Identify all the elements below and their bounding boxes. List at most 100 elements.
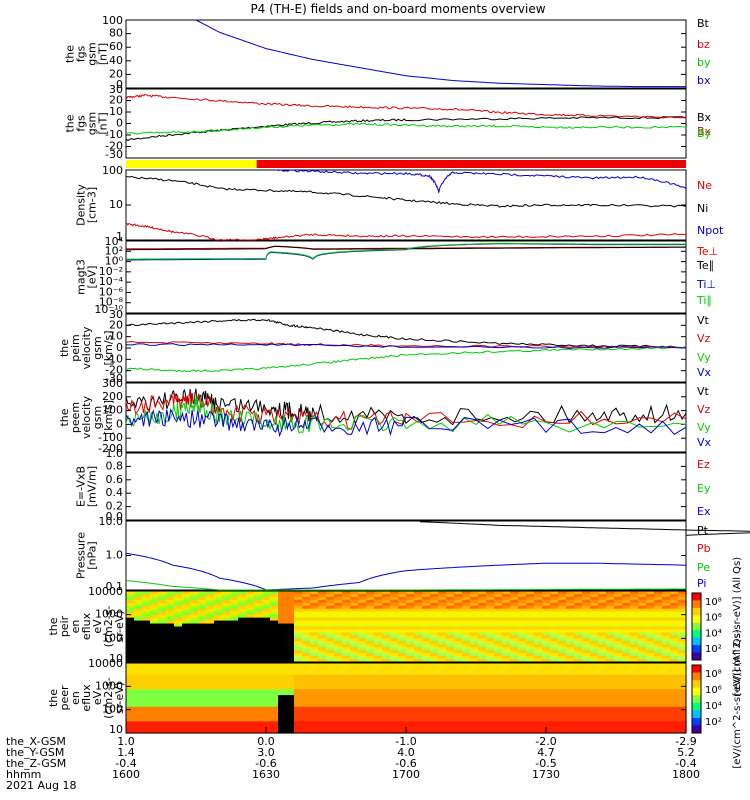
- spectrogram-cell: [462, 653, 471, 657]
- spectrogram-cell: [590, 599, 599, 604]
- spectrogram-cell: [350, 665, 359, 670]
- spectrogram-cell: [598, 620, 607, 625]
- spectrogram-cell: [214, 659, 223, 663]
- spectrogram-cell: [390, 668, 399, 673]
- spectrogram-cell: [374, 703, 383, 708]
- spectrogram-cell: [502, 617, 511, 622]
- spectrogram-cell: [446, 623, 455, 628]
- spectrogram-cell: [302, 677, 311, 682]
- spectrogram-cell: [158, 602, 167, 607]
- spectrogram-cell: [510, 620, 519, 625]
- spectrogram-cell: [294, 663, 303, 667]
- spectrogram-cell: [318, 724, 327, 728]
- spectrogram-cell: [518, 674, 527, 679]
- spectrogram-cell: [454, 602, 463, 607]
- spectrogram-cell: [174, 647, 183, 651]
- spectrogram-cell: [254, 596, 263, 601]
- spectrogram-cell: [374, 593, 383, 598]
- spectrogram-cell: [222, 659, 231, 663]
- spectrogram-cell: [614, 659, 623, 663]
- spectrogram-cell: [502, 730, 511, 734]
- spectrogram-cell: [534, 698, 543, 702]
- spectrogram-cell: [374, 698, 383, 702]
- spectrogram-cell: [542, 632, 551, 636]
- spectrogram-cell: [422, 635, 431, 639]
- spectrogram-cell: [662, 635, 671, 639]
- flag-bar-segment: [126, 160, 257, 168]
- spectrogram-cell: [134, 718, 143, 722]
- spectrogram-cell: [566, 727, 575, 731]
- spectrogram-cell: [326, 647, 335, 651]
- spectrogram-cell: [278, 700, 287, 705]
- spectrogram-cell: [142, 674, 151, 679]
- spectrogram-cell: [150, 599, 159, 604]
- spectrogram-cell: [150, 724, 159, 728]
- spectrogram-cell: [350, 724, 359, 728]
- spectrogram-cell: [422, 617, 431, 622]
- spectrogram-cell: [646, 712, 655, 717]
- spectrogram-cell: [182, 593, 191, 598]
- spectrogram-cell: [446, 668, 455, 673]
- spectrogram-cell: [342, 718, 351, 722]
- spectrogram-cell: [550, 721, 559, 725]
- spectrogram-cell: [150, 668, 159, 673]
- spectrogram-cell: [230, 703, 239, 708]
- spectrogram-cell: [606, 715, 615, 720]
- spectrogram-cell: [622, 724, 631, 728]
- spectrogram-cell: [294, 668, 303, 673]
- spectrogram-cell: [142, 724, 151, 728]
- spectrogram-cell: [678, 677, 687, 682]
- spectrogram-cell: [598, 647, 607, 651]
- spectrogram-cell: [518, 653, 527, 657]
- y-tick-label: 60: [109, 40, 123, 53]
- spectrogram-cell: [334, 617, 343, 622]
- spectrogram-cell: [390, 629, 399, 634]
- spectrogram-cell: [598, 591, 607, 595]
- y-tick-label: 0.6: [106, 473, 124, 486]
- spectrogram-cell: [166, 632, 175, 636]
- spectrogram-cell: [430, 629, 439, 634]
- legend-entry: Te∥: [696, 259, 714, 272]
- spectrogram-cell: [422, 715, 431, 720]
- spectrogram-cell: [422, 674, 431, 679]
- spectrogram-cell: [454, 718, 463, 722]
- spectrogram-cell: [430, 659, 439, 663]
- spectrogram-cell: [222, 671, 231, 676]
- spectrogram-cell: [478, 632, 487, 636]
- spectrogram-cell: [622, 617, 631, 622]
- spectrogram-cell: [254, 671, 263, 676]
- spectrogram-cell: [150, 698, 159, 702]
- spectrogram-cell: [182, 602, 191, 607]
- series-line-By: [125, 122, 687, 135]
- spectrogram-cell: [542, 596, 551, 601]
- spectrogram-cell: [566, 653, 575, 657]
- spectrogram-cell: [382, 611, 391, 616]
- spectrogram-cell: [334, 611, 343, 616]
- spectrogram-cell: [230, 683, 239, 687]
- spectrogram-cell: [406, 700, 415, 705]
- spectrogram-cell: [606, 692, 615, 696]
- spectrogram-cell: [374, 659, 383, 663]
- spectrogram-cell: [574, 724, 583, 728]
- y-tick-label: 0.1: [106, 580, 124, 593]
- spectrogram-cell: [510, 659, 519, 663]
- spectrogram-cell: [654, 700, 663, 705]
- spectrogram-cell: [142, 703, 151, 708]
- spectrogram-cell: [198, 656, 207, 660]
- spectrogram-cell: [566, 724, 575, 728]
- colorbar-cell: [692, 600, 701, 609]
- spectrogram-cell: [302, 650, 311, 654]
- spectrogram-cell: [526, 653, 535, 657]
- spectrogram-cell: [454, 605, 463, 610]
- spectrogram-cell: [422, 591, 431, 595]
- spectrogram-cell: [198, 727, 207, 731]
- spectrogram-cell: [606, 611, 615, 616]
- spectrogram-cell: [206, 614, 215, 619]
- spectrogram-cell: [638, 629, 647, 634]
- spectrogram-cell: [166, 611, 175, 616]
- spectrogram-cell: [470, 709, 479, 714]
- spectrogram-cell: [574, 659, 583, 663]
- spectrogram-cell: [542, 620, 551, 625]
- spectrogram-cell: [630, 686, 639, 690]
- spectrogram-cell: [246, 620, 255, 625]
